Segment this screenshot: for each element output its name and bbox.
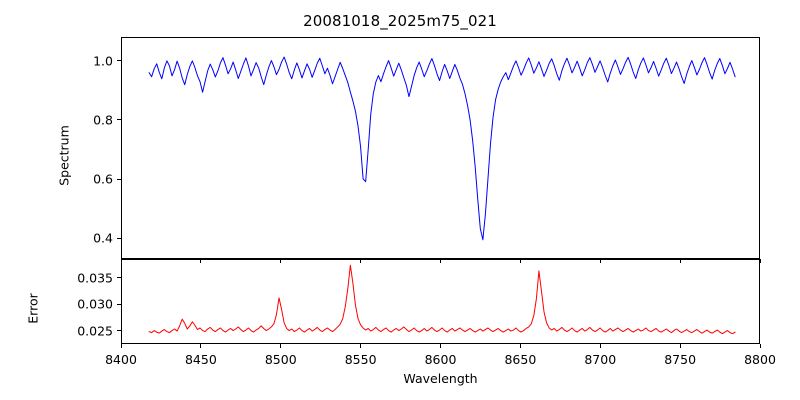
spectrum-x-tickmark — [759, 259, 761, 263]
spectrum-y-tickmark — [117, 237, 121, 239]
spectrum-y-tickmark — [117, 60, 121, 62]
error-x-tickmark — [360, 344, 362, 348]
error-x-tickmark — [599, 344, 601, 348]
error-panel — [121, 259, 760, 344]
error-y-tick-label: 0.030 — [77, 296, 113, 312]
error-x-tickmark — [759, 344, 761, 348]
error-y-tick-label: 0.035 — [77, 270, 113, 286]
spectrum-plot-area — [122, 38, 759, 258]
x-tick-label: 8700 — [584, 352, 617, 367]
spectrum-x-tickmark — [440, 259, 442, 263]
spectrum-x-tickmark — [200, 259, 202, 263]
spectrum-x-tickmark — [120, 259, 122, 263]
x-tick-label: 8450 — [184, 352, 217, 367]
spectrum-y-tickmark — [117, 119, 121, 121]
error-x-tickmark — [519, 344, 521, 348]
x-tick-label: 8600 — [424, 352, 457, 367]
error-y-tickmark — [117, 303, 121, 305]
error-y-tickmark — [117, 330, 121, 332]
error-plot-area — [122, 260, 759, 343]
x-tick-label: 8750 — [664, 352, 697, 367]
error-data-line — [149, 265, 735, 333]
error-x-tickmark — [200, 344, 202, 348]
spectrum-y-tick-label: 0.6 — [93, 171, 113, 187]
spectrum-panel — [121, 37, 760, 259]
error-x-tickmark — [440, 344, 442, 348]
spectrum-data-line — [149, 57, 735, 240]
y-axis-label-spectrum: Spectrum — [56, 125, 72, 186]
error-x-tickmark — [679, 344, 681, 348]
spectrum-x-tickmark — [679, 259, 681, 263]
x-tick-label: 8400 — [105, 352, 137, 367]
spectrum-x-tickmark — [599, 259, 601, 263]
spectrum-x-tickmark — [280, 259, 282, 263]
x-tick-label: 8550 — [344, 352, 377, 367]
spectrum-y-tick-label: 1.0 — [93, 53, 113, 69]
spectrum-y-tick-label: 0.4 — [93, 230, 113, 246]
spectrum-y-tick-label: 0.8 — [93, 112, 113, 128]
spectrum-x-tickmark — [360, 259, 362, 263]
x-tick-label: 8500 — [264, 352, 297, 367]
y-axis-label-error: Error — [25, 293, 41, 324]
error-x-tickmark — [120, 344, 122, 348]
x-tick-label: 8800 — [744, 352, 776, 367]
x-axis-label: Wavelength — [403, 371, 478, 386]
page-title: 20081018_2025m75_021 — [303, 12, 497, 30]
error-y-tick-label: 0.025 — [77, 323, 113, 339]
spectrum-y-tickmark — [117, 178, 121, 180]
x-tick-label: 8650 — [504, 352, 537, 367]
error-y-tickmark — [117, 277, 121, 279]
error-x-tickmark — [280, 344, 282, 348]
spectrum-x-tickmark — [519, 259, 521, 263]
